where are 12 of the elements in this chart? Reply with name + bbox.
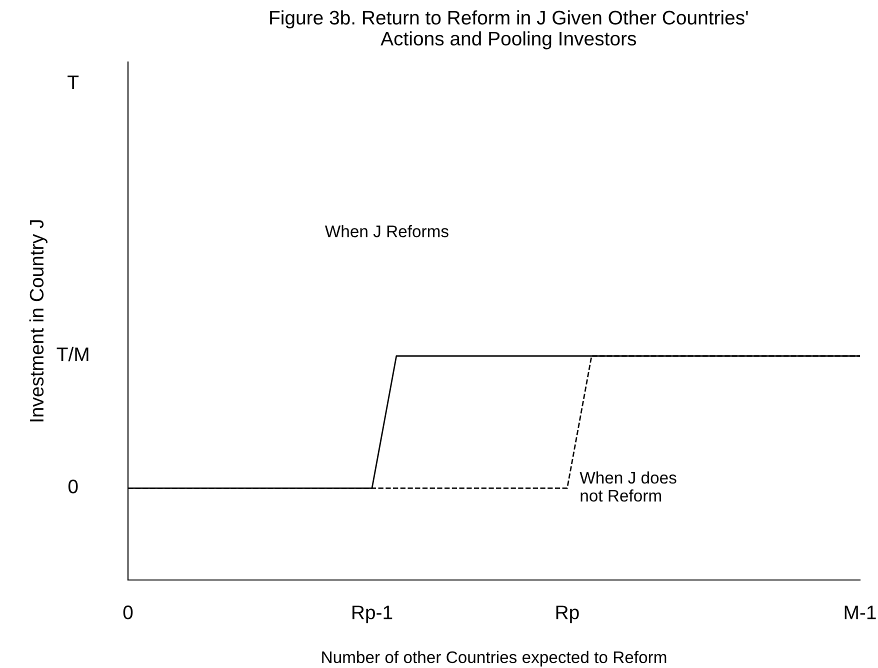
x-tick-label: Rp xyxy=(556,606,579,624)
x-tick-label: Rp-1 xyxy=(352,606,392,624)
chart-title: Figure 3b. Return to Reform in J Given Other Countries' Actions and Pooling Investors xyxy=(270,10,748,50)
y-axis-title: Investment in Country J xyxy=(29,220,48,422)
text: T/M xyxy=(56,346,88,362)
annotation: When J does not Reform xyxy=(580,471,676,502)
text: When J Reforms xyxy=(324,225,448,238)
x-tick-label: 0 xyxy=(123,606,133,620)
text: 0 xyxy=(68,480,78,494)
x-tick-label: M-1 xyxy=(844,606,876,620)
x-axis-title: Number of other Countries expected to Reform xyxy=(322,650,666,666)
text: T xyxy=(68,76,79,90)
